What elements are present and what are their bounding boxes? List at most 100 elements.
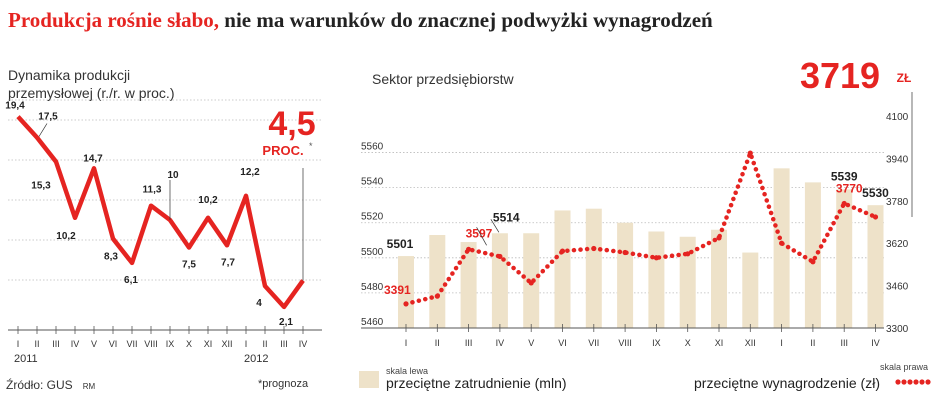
x-tick-label: I <box>405 338 408 348</box>
wage-point <box>591 245 597 252</box>
wage-point <box>810 259 816 265</box>
legend-right-scale: skala prawa <box>880 362 929 372</box>
data-label: 14,7 <box>83 153 103 164</box>
year-label: 2011 <box>14 353 38 365</box>
x-tick-label: I <box>780 338 783 348</box>
wage-value-label: 3391 <box>384 283 411 297</box>
wage-point <box>716 235 722 241</box>
label-leader <box>476 227 487 246</box>
x-tick-label: II <box>262 339 267 349</box>
employment-bar <box>679 236 696 328</box>
wage-point <box>403 301 409 307</box>
x-tick-label: VI <box>109 339 118 349</box>
data-label: 2,1 <box>279 317 293 328</box>
employment-bar <box>742 252 759 328</box>
x-tick-label: VII <box>588 338 599 348</box>
credit-label: RM <box>82 382 96 391</box>
left-tick-label: 5560 <box>361 142 384 153</box>
data-label: 7,7 <box>221 257 235 268</box>
data-label: 11,3 <box>143 185 162 196</box>
left-tick-label: 5480 <box>361 282 384 293</box>
bar-value-label: 5514 <box>493 210 520 224</box>
wage-point <box>466 246 472 252</box>
data-label: 8,3 <box>104 252 118 263</box>
right-tick-label: 3300 <box>886 324 909 335</box>
wage-value-label: 3770 <box>836 181 863 195</box>
data-label: 10,2 <box>56 231 76 242</box>
x-tick-label: X <box>685 338 691 348</box>
x-tick-label: IV <box>299 339 308 349</box>
bar-value-label: 5501 <box>387 237 414 251</box>
x-tick-label: V <box>91 339 97 349</box>
x-tick-label: XI <box>715 338 724 348</box>
left-subtitle-line2: przemysłowej (r./r. w proc.) <box>8 85 175 101</box>
x-tick-label: III <box>52 339 60 349</box>
left-tick-label: 5500 <box>361 247 384 258</box>
x-tick-label: I <box>17 339 20 349</box>
left-chart-subtitle: Dynamika produkcji przemysłowej (r./r. w… <box>8 66 174 102</box>
enterprise-chart: 5460 5480 5500 5520 5540 5560 3300 3460 3620 3780… <box>361 55 913 348</box>
label-leader <box>38 123 48 137</box>
employment-bar <box>460 242 477 328</box>
employment-bar <box>585 208 602 328</box>
wage-point <box>528 280 534 286</box>
x-tick-label: III <box>840 338 848 348</box>
headline-rest: nie ma warunków do znacznej podwyżki wyn… <box>219 8 713 32</box>
employment-bar <box>617 222 634 328</box>
x-tick-label: II <box>810 338 815 348</box>
left-subtitle-line1: Dynamika produkcji <box>8 67 131 83</box>
x-tick-label: III <box>465 338 473 348</box>
legend-bar-swatch <box>359 371 379 388</box>
data-label: 7,5 <box>182 260 196 271</box>
x-tick-label: VII <box>126 339 137 349</box>
forecast-mark: * <box>309 141 313 151</box>
employment-bar <box>773 168 790 328</box>
production-line <box>16 115 305 310</box>
source-label: Źródło: GUS <box>6 378 73 392</box>
wage-point <box>559 248 566 254</box>
x-tick-label: XII <box>221 339 232 349</box>
employment-bar <box>711 229 727 328</box>
employment-bar <box>429 235 446 328</box>
bar-value-label: 5539 <box>831 169 858 183</box>
x-tick-label: III <box>280 339 288 349</box>
data-label: 19,4 <box>5 101 25 112</box>
x-tick-label: X <box>186 339 192 349</box>
legend-line-label: przeciętne wynagrodzenie (zł) <box>694 375 880 391</box>
x-tick-label: XI <box>204 339 213 349</box>
x-tick-label: XII <box>745 338 756 348</box>
x-tick-label: VIII <box>618 338 632 348</box>
right-tick-label: 3780 <box>886 197 909 208</box>
x-tick-label: IV <box>871 338 880 348</box>
employment-bar <box>804 182 821 328</box>
wage-line <box>403 150 878 307</box>
headline: Produkcja rośnie słabo, nie ma warunków … <box>8 8 713 33</box>
employment-bar <box>648 231 665 328</box>
legend-line-swatch <box>895 379 931 385</box>
employment-bar <box>867 205 884 328</box>
wage-point <box>622 249 628 256</box>
bar-value-label: 5530 <box>862 186 889 200</box>
x-tick-label: IX <box>652 338 661 348</box>
forecast-value: 4,5 <box>268 105 315 143</box>
headline-highlight: Produkcja rośnie słabo, <box>8 8 220 32</box>
year-label: 2012 <box>244 353 268 365</box>
data-label: 4 <box>256 298 262 309</box>
wage-point <box>779 240 785 246</box>
left-tick-label: 5540 <box>361 177 384 188</box>
legend-bar-label: przeciętne zatrudnienie (mln) <box>386 375 567 391</box>
data-label: 15,3 <box>31 181 51 192</box>
x-tick-label: II <box>435 338 440 348</box>
right-tick-label: 3940 <box>886 154 909 165</box>
wage-point <box>685 251 691 257</box>
wage-point <box>653 255 659 261</box>
data-label: 10,2 <box>198 195 218 206</box>
wage-point <box>841 200 847 207</box>
wage-point <box>872 214 879 220</box>
right-tick-label: 3620 <box>886 239 909 250</box>
wage-point <box>434 293 440 299</box>
wage-point <box>747 150 753 156</box>
employment-bar <box>398 256 414 328</box>
